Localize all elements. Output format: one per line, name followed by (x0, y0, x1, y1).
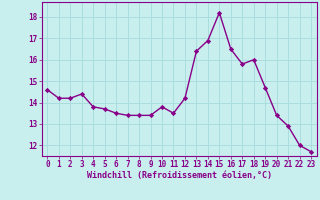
X-axis label: Windchill (Refroidissement éolien,°C): Windchill (Refroidissement éolien,°C) (87, 171, 272, 180)
